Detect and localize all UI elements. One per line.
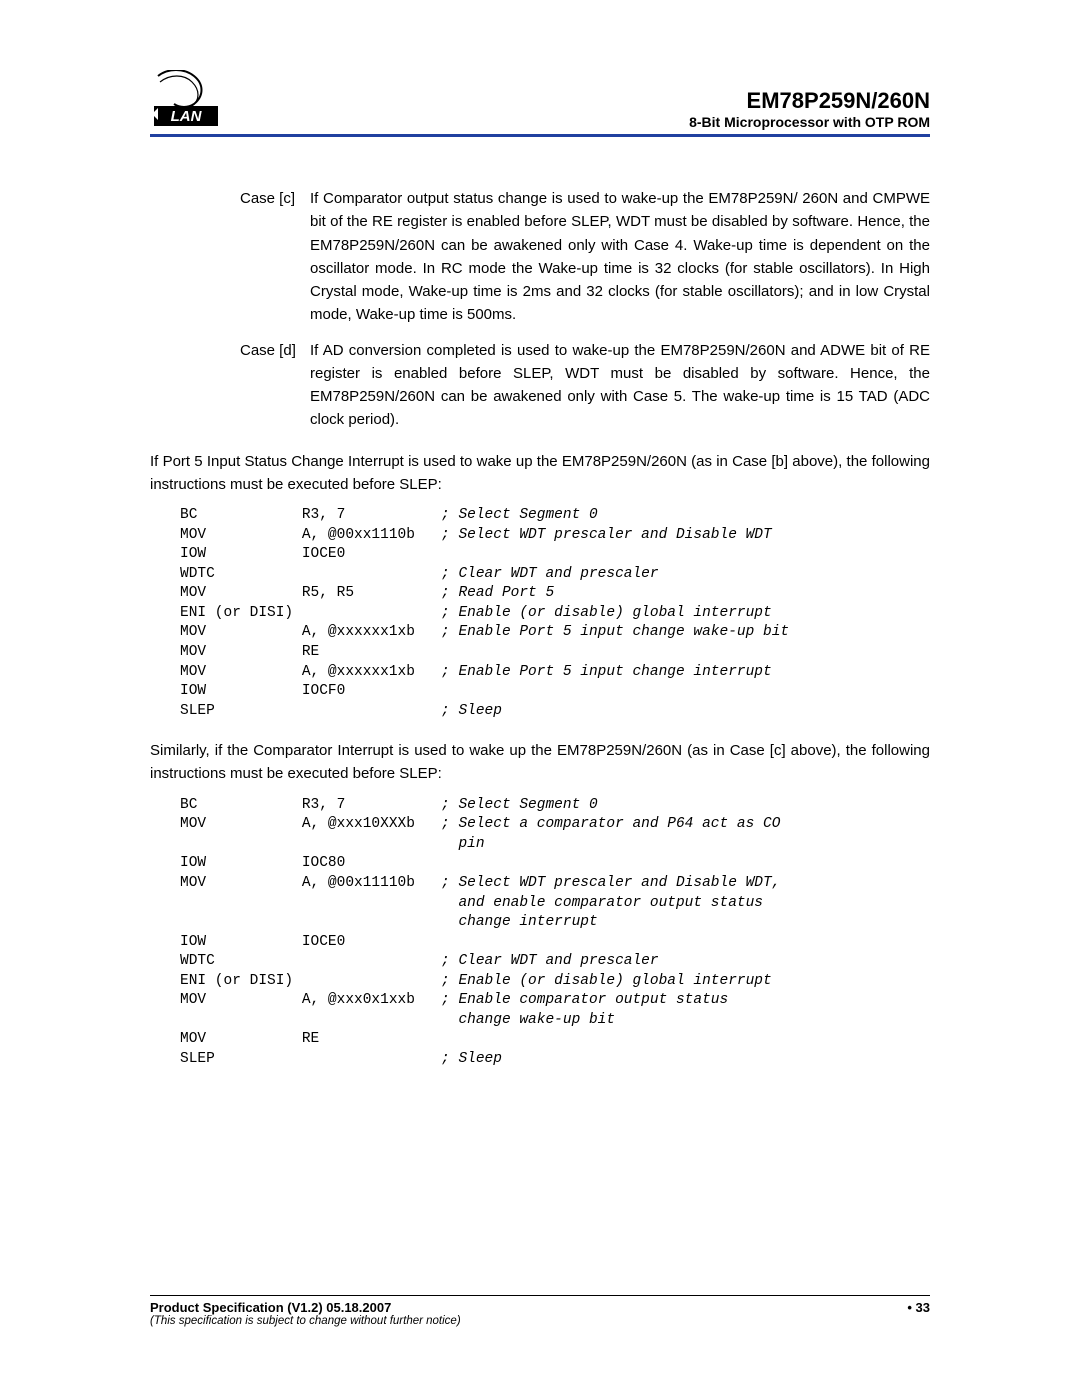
doc-title: EM78P259N/260N: [747, 88, 930, 114]
footer-page: • 33: [907, 1300, 930, 1315]
case-d: Case [d] If AD conversion completed is u…: [240, 339, 930, 432]
page-footer: Product Specification (V1.2) 05.18.2007 …: [150, 1295, 930, 1327]
elan-logo: LAN: [150, 70, 222, 130]
case-label: Case [c]: [240, 187, 310, 327]
code-listing-1: BC R3, 7 ; Select Segment 0 MOV A, @00xx…: [180, 506, 930, 721]
case-text: If AD conversion completed is used to wa…: [310, 339, 930, 432]
page-header: LAN EM78P259N/260N 8-Bit Microprocessor …: [150, 70, 930, 137]
intro-paragraph-1: If Port 5 Input Status Change Interrupt …: [150, 450, 930, 497]
case-label: Case [d]: [240, 339, 310, 432]
case-c: Case [c] If Comparator output status cha…: [240, 187, 930, 327]
doc-subtitle: 8-Bit Microprocessor with OTP ROM: [689, 114, 930, 130]
footer-note: (This specification is subject to change…: [150, 1315, 930, 1327]
code-listing-2: BC R3, 7 ; Select Segment 0 MOV A, @xxx1…: [180, 796, 930, 1070]
intro-paragraph-2: Similarly, if the Comparator Interrupt i…: [150, 739, 930, 786]
footer-spec: Product Specification (V1.2) 05.18.2007: [150, 1300, 391, 1315]
case-text: If Comparator output status change is us…: [310, 187, 930, 327]
svg-text:LAN: LAN: [171, 108, 203, 125]
